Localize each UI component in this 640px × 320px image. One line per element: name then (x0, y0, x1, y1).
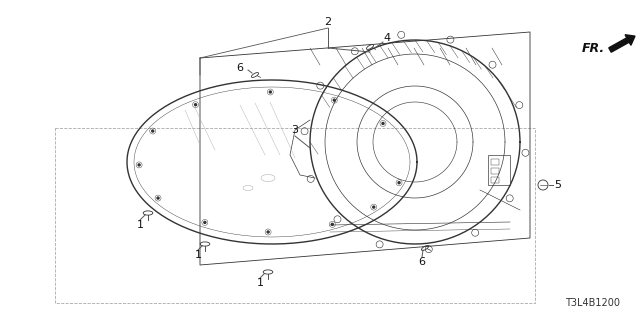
Circle shape (269, 91, 271, 93)
Text: 6: 6 (419, 257, 426, 267)
FancyArrow shape (609, 35, 635, 52)
Circle shape (333, 99, 335, 101)
Circle shape (372, 206, 375, 208)
Circle shape (204, 221, 206, 223)
Circle shape (157, 197, 159, 199)
Text: 5: 5 (554, 180, 561, 190)
Circle shape (398, 182, 400, 184)
Circle shape (152, 130, 154, 132)
Circle shape (195, 104, 196, 106)
Text: 1: 1 (195, 250, 202, 260)
Circle shape (332, 223, 333, 225)
Circle shape (382, 123, 384, 124)
Bar (55, 128, 535, 303)
Text: 4: 4 (383, 33, 390, 43)
Text: 1: 1 (136, 220, 143, 230)
Bar (491, 168, 499, 174)
Text: 1: 1 (257, 278, 264, 288)
Text: T3L4B1200: T3L4B1200 (565, 298, 620, 308)
Bar (491, 159, 499, 165)
Text: 2: 2 (324, 17, 332, 27)
Bar (491, 177, 499, 183)
Text: 6: 6 (237, 63, 243, 73)
Circle shape (267, 231, 269, 233)
Text: FR.: FR. (582, 42, 605, 54)
Text: 3: 3 (291, 125, 298, 135)
Circle shape (138, 164, 140, 166)
Bar (488, 155, 510, 185)
